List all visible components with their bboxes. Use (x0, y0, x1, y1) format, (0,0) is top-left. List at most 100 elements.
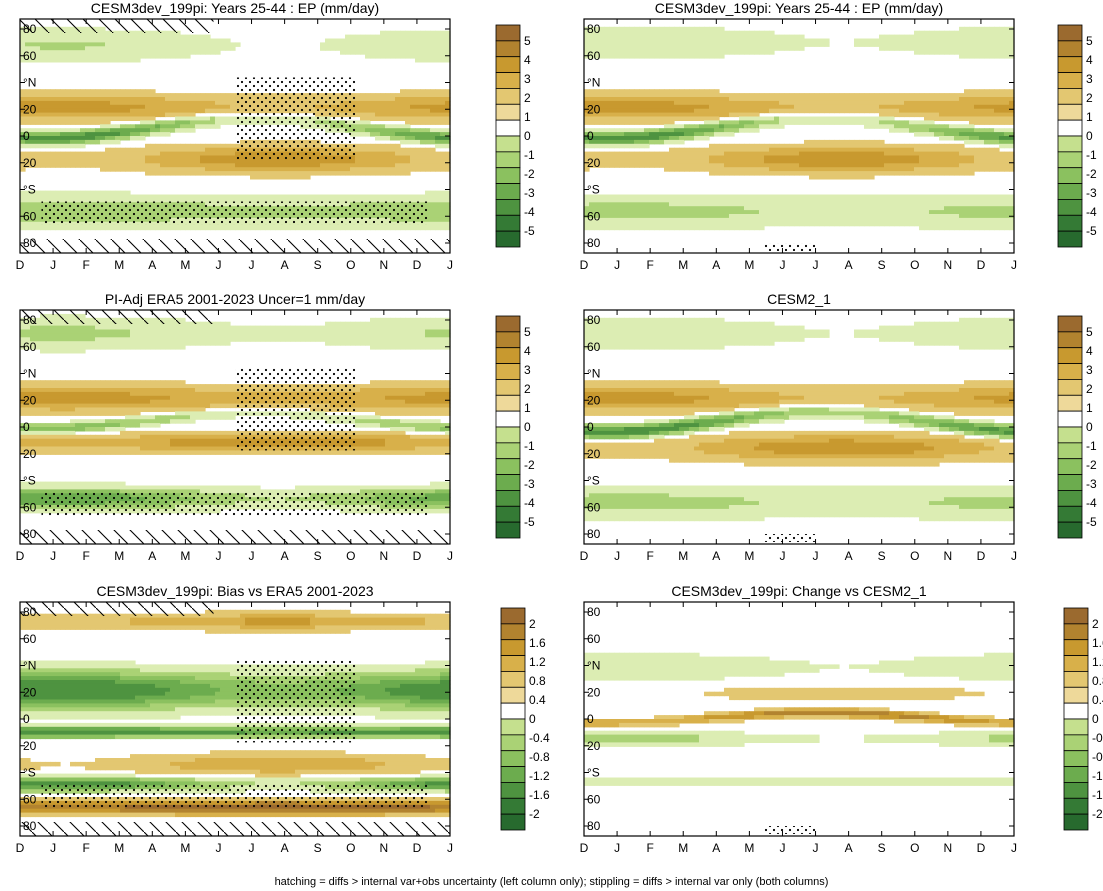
heatmap-cell (375, 38, 381, 43)
heatmap-cell (415, 42, 421, 47)
heatmap-cell (734, 42, 740, 47)
heatmap-cell (609, 132, 615, 137)
heatmap-cell (779, 210, 785, 215)
heatmap-cell (125, 42, 131, 47)
heatmap-cell (849, 147, 855, 153)
heatmap-cell (160, 50, 166, 55)
heatmap-cell (829, 151, 835, 157)
heatmap-cell (80, 93, 86, 98)
heatmap-cell (140, 163, 146, 168)
heatmap-cell (330, 42, 336, 47)
heatmap-cell (360, 132, 366, 137)
heatmap-cell (365, 167, 371, 172)
heatmap-cell (400, 167, 406, 172)
heatmap-cell (704, 34, 710, 40)
heatmap-cell (320, 198, 326, 203)
heatmap-cell (210, 46, 216, 51)
heatmap-cell (285, 198, 291, 203)
heatmap-cell (584, 42, 590, 47)
heatmap-cell (729, 163, 735, 168)
heatmap-cell (200, 163, 206, 168)
heatmap-cell (420, 50, 426, 55)
heatmap-cell (774, 38, 780, 43)
heatmap-cell (410, 120, 416, 125)
heatmap-cell (619, 198, 625, 203)
heatmap-cell (764, 46, 770, 51)
heatmap-cell (185, 163, 191, 168)
heatmap-cell (210, 100, 216, 106)
heatmap-cell (809, 159, 815, 164)
heatmap-cell (714, 159, 720, 164)
heatmap-cell (275, 171, 281, 176)
heatmap-cell (619, 116, 625, 121)
heatmap-cell (859, 147, 865, 153)
heatmap-cell (20, 108, 26, 114)
heatmap-cell (889, 159, 895, 164)
heatmap-cell (609, 89, 615, 94)
heatmap-cell (804, 194, 810, 199)
heatmap-cell (599, 194, 605, 199)
heatmap-cell (879, 217, 885, 223)
heatmap-cell (874, 214, 880, 219)
heatmap-cell (405, 108, 411, 114)
heatmap-cell (584, 202, 590, 207)
heatmap-cell (195, 100, 201, 106)
heatmap-cell (669, 30, 675, 36)
heatmap-cell (739, 202, 745, 207)
heatmap-cell (774, 221, 780, 227)
heatmap-cell (894, 128, 900, 133)
heatmap-cell (824, 202, 830, 207)
heatmap-cell (210, 42, 216, 47)
heatmap-cell (160, 104, 166, 110)
heatmap-cell (874, 124, 880, 129)
heatmap-cell (100, 93, 106, 98)
heatmap-cell (659, 155, 665, 160)
heatmap-cell (435, 50, 441, 55)
heatmap-cell (734, 163, 740, 168)
heatmap-cell (375, 93, 381, 98)
heatmap-cell (884, 202, 890, 207)
heatmap-cell (50, 97, 56, 102)
heatmap-cell (390, 151, 396, 157)
heatmap-cell (679, 38, 685, 43)
heatmap-cell (110, 147, 116, 153)
heatmap-cell (694, 54, 700, 59)
heatmap-cell (644, 217, 650, 223)
heatmap-cell (764, 151, 770, 157)
heatmap-cell (754, 159, 760, 164)
heatmap-cell (25, 151, 31, 157)
heatmap-cell (70, 46, 76, 51)
heatmap-cell (375, 143, 381, 149)
heatmap-cell (380, 42, 386, 47)
heatmap-cell (644, 128, 650, 133)
heatmap-cell (814, 210, 820, 215)
heatmap-cell (724, 214, 730, 219)
heatmap-cell (215, 42, 221, 47)
heatmap-cell (320, 42, 326, 47)
heatmap-cell (355, 97, 361, 102)
heatmap-cell (175, 198, 181, 203)
heatmap-cell (759, 217, 765, 223)
heatmap-cell (904, 163, 910, 168)
heatmap-cell (170, 50, 176, 55)
heatmap-cell (125, 124, 131, 129)
heatmap-cell (435, 89, 441, 94)
heatmap-cell (829, 100, 835, 106)
heatmap-cell (270, 171, 276, 176)
heatmap-cell (739, 124, 745, 129)
heatmap-cell (694, 124, 700, 129)
heatmap-cell (145, 163, 151, 168)
heatmap-cell (40, 120, 46, 125)
heatmap-cell (70, 132, 76, 137)
heatmap-cell (779, 143, 785, 149)
heatmap-cell (105, 46, 111, 51)
heatmap-cell (20, 217, 26, 223)
heatmap-cell (719, 214, 725, 219)
heatmap-cell (604, 38, 610, 43)
heatmap-cell (694, 26, 700, 32)
heatmap-cell (824, 221, 830, 227)
heatmap-cell (190, 97, 196, 102)
heatmap-cell (744, 124, 750, 129)
heatmap-cell (839, 167, 845, 172)
heatmap-cell (744, 214, 750, 219)
